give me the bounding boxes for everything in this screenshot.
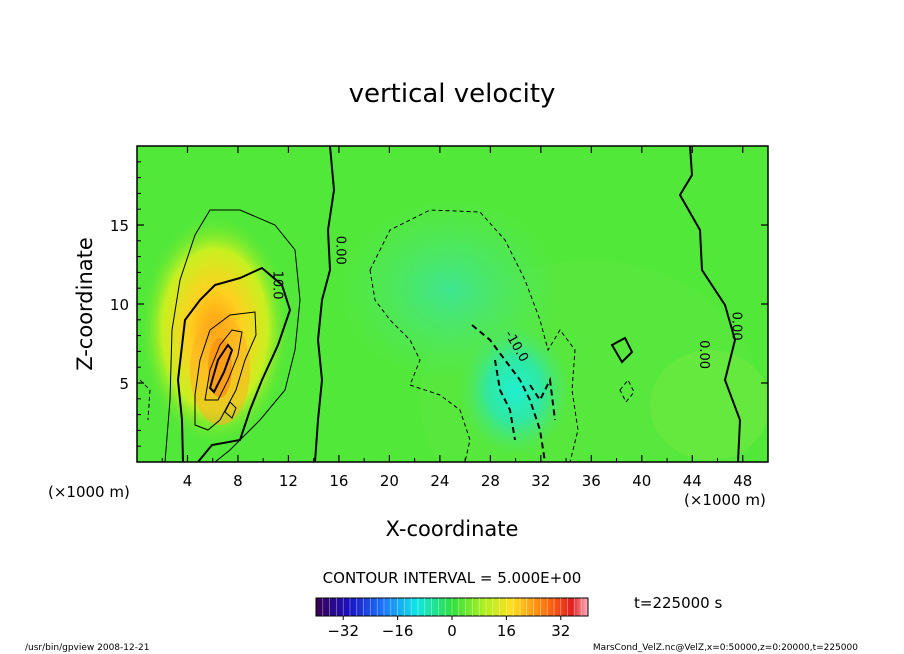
y-axis-title: Z-coordinate <box>73 237 97 371</box>
contour-labels: 10.00.00-10.0 0.000.00 <box>269 236 743 369</box>
x-tick-label: 20 <box>380 472 399 490</box>
contour-25 <box>208 343 234 394</box>
time-label: t=225000 s <box>634 594 722 612</box>
contour-zero-left <box>314 146 336 462</box>
x-axis: 4 8 12 16 20 24 28 32 36 40 44 48 <box>161 146 752 490</box>
contour-zero-right <box>678 146 742 462</box>
x-tick-label: 44 <box>683 472 702 490</box>
y-tick-label: 10 <box>110 296 129 314</box>
x-tick-label: 4 <box>183 472 193 490</box>
contour-10 <box>176 266 292 462</box>
contour-label: 0.00 <box>332 236 347 265</box>
contour-label: 0.00 <box>696 340 711 369</box>
colorbar-tick-label: 16 <box>497 622 516 640</box>
x-axis-title: X-coordinate <box>386 517 519 541</box>
x-tick-label: 36 <box>582 472 601 490</box>
x-unit-label-right: (×1000 m) <box>684 491 766 509</box>
y-tick-label: 5 <box>119 375 129 393</box>
contour-interval-label: CONTOUR INTERVAL = 5.000E+00 <box>323 569 582 587</box>
x-tick-label: 28 <box>481 472 500 490</box>
contour-zero-island <box>610 336 634 364</box>
footer-left: /usr/bin/gpview 2008-12-21 <box>25 643 149 653</box>
x-tick-label: 24 <box>430 472 449 490</box>
x-tick-label: 12 <box>279 472 298 490</box>
contour-minus-small <box>139 379 635 421</box>
x-tick-label: 8 <box>233 472 243 490</box>
x-tick-label: 48 <box>733 472 752 490</box>
contour-lines <box>139 146 742 462</box>
y-axis: 5 10 15 <box>110 161 768 447</box>
contour-25-small <box>224 401 237 419</box>
x-tick-label: 40 <box>632 472 651 490</box>
contour-minus5 <box>369 209 579 462</box>
colorbar-tick-label: −16 <box>382 622 414 640</box>
colorbar-stripes <box>322 598 582 616</box>
chart-title: vertical velocity <box>349 79 556 109</box>
x-tick-label: 32 <box>531 472 550 490</box>
x-unit-label: (×1000 m) <box>48 483 130 501</box>
colorbar-tick-label: 0 <box>447 622 457 640</box>
colorbar-tick-label: 32 <box>551 622 570 640</box>
contour-15 <box>194 311 257 431</box>
y-tick-label: 15 <box>110 217 129 235</box>
contour-minus10 <box>471 324 556 462</box>
velocity-field <box>137 146 768 462</box>
footer-right: MarsCond_VelZ.nc@VelZ,x=0:50000,z=0:2000… <box>593 643 858 653</box>
contour-label: 0.00 <box>729 312 744 341</box>
contour-20 <box>204 329 243 401</box>
colorbar-tick-label: −32 <box>327 622 359 640</box>
colorbar-ticks: −32 −16 0 16 32 <box>327 616 570 640</box>
contour-5 <box>164 209 301 462</box>
x-tick-label: 16 <box>329 472 348 490</box>
contour-label: 10.0 <box>269 271 284 300</box>
